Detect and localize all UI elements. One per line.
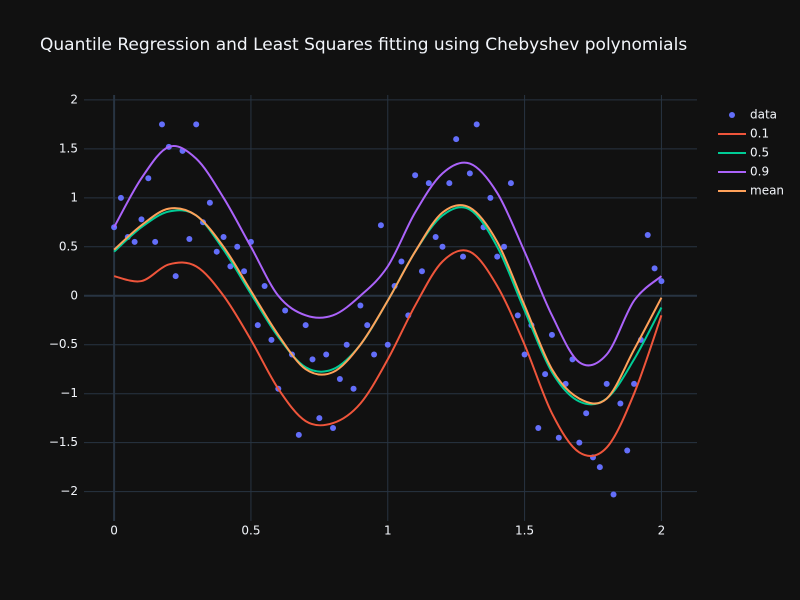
data-point bbox=[548, 331, 555, 338]
data-point bbox=[213, 248, 220, 255]
data-point bbox=[227, 263, 234, 270]
fit-line bbox=[113, 145, 663, 367]
x-tick-label: 1 bbox=[384, 524, 392, 538]
y-tick-label: 1.5 bbox=[59, 141, 78, 155]
data-point bbox=[624, 447, 631, 454]
y-tick-label: 0.5 bbox=[59, 239, 78, 253]
data-point bbox=[336, 376, 343, 382]
data-point bbox=[494, 253, 501, 260]
legend-label: 0.1 bbox=[750, 127, 769, 141]
fit-line bbox=[113, 204, 663, 405]
data-point bbox=[282, 307, 289, 314]
data-point bbox=[596, 464, 603, 471]
data-point bbox=[460, 253, 467, 260]
data-point bbox=[617, 400, 624, 407]
data-point bbox=[384, 341, 391, 348]
data-point bbox=[425, 180, 432, 187]
data-point bbox=[309, 356, 316, 363]
data-point bbox=[350, 385, 357, 392]
y-tick-label: −1.5 bbox=[49, 435, 78, 449]
data-point bbox=[535, 424, 542, 431]
data-point bbox=[254, 322, 261, 329]
legend-marker bbox=[729, 112, 735, 118]
y-tick-label: 0 bbox=[70, 288, 78, 302]
data-point bbox=[220, 234, 227, 240]
data-point bbox=[466, 170, 473, 177]
data-point bbox=[343, 341, 350, 348]
data-point bbox=[487, 194, 494, 201]
data-point bbox=[542, 371, 549, 378]
data-point bbox=[117, 194, 124, 201]
data-point bbox=[432, 234, 439, 240]
y-tick-label: 1 bbox=[70, 190, 78, 204]
data-point bbox=[610, 491, 617, 498]
data-point bbox=[158, 121, 165, 128]
x-tick-label: 2 bbox=[658, 524, 666, 538]
data-point bbox=[412, 172, 419, 179]
legend-label: data bbox=[750, 108, 777, 122]
legend-label: 0.9 bbox=[750, 165, 769, 179]
data-point bbox=[302, 322, 309, 329]
data-point bbox=[138, 216, 145, 223]
y-tick-label: −2 bbox=[60, 484, 78, 498]
data-point bbox=[330, 424, 337, 431]
data-point bbox=[398, 258, 405, 265]
data-point bbox=[514, 312, 521, 319]
data-point bbox=[521, 351, 528, 358]
data-point bbox=[583, 410, 590, 417]
fit-line bbox=[113, 249, 663, 457]
data-point bbox=[576, 439, 583, 446]
data-point bbox=[473, 121, 480, 128]
data-point bbox=[644, 232, 651, 239]
legend-label: mean bbox=[750, 184, 784, 198]
data-point bbox=[364, 322, 371, 329]
data-point bbox=[651, 265, 658, 272]
data-point bbox=[206, 199, 213, 206]
data-point bbox=[501, 243, 508, 250]
data-point bbox=[439, 243, 446, 250]
data-point bbox=[234, 243, 241, 250]
data-point bbox=[658, 278, 665, 285]
data-point bbox=[186, 235, 193, 242]
data-point bbox=[295, 431, 302, 438]
data-point bbox=[241, 268, 248, 275]
data-point bbox=[316, 415, 323, 422]
data-point bbox=[323, 351, 330, 358]
data-point bbox=[357, 302, 364, 309]
data-point bbox=[507, 180, 514, 187]
data-point bbox=[418, 268, 425, 275]
x-tick-label: 1.5 bbox=[515, 524, 534, 538]
data-point bbox=[377, 222, 384, 229]
y-tick-label: −0.5 bbox=[49, 337, 78, 351]
x-tick-label: 0 bbox=[110, 524, 118, 538]
data-point bbox=[453, 136, 460, 143]
data-point bbox=[446, 180, 453, 187]
data-point bbox=[261, 282, 268, 289]
data-point bbox=[603, 380, 610, 387]
data-point bbox=[268, 336, 275, 343]
data-point bbox=[371, 351, 378, 358]
data-point bbox=[131, 238, 138, 245]
y-tick-label: −1 bbox=[60, 386, 78, 400]
data-point bbox=[555, 434, 562, 441]
data-point bbox=[152, 238, 159, 245]
legend-label: 0.5 bbox=[750, 146, 769, 160]
x-tick-label: 0.5 bbox=[241, 524, 260, 538]
chart-title: Quantile Regression and Least Squares fi… bbox=[40, 35, 687, 55]
y-tick-label: 2 bbox=[70, 92, 78, 106]
data-point bbox=[145, 175, 152, 182]
data-point bbox=[193, 121, 200, 128]
data-point bbox=[631, 380, 638, 387]
data-point bbox=[172, 273, 179, 280]
